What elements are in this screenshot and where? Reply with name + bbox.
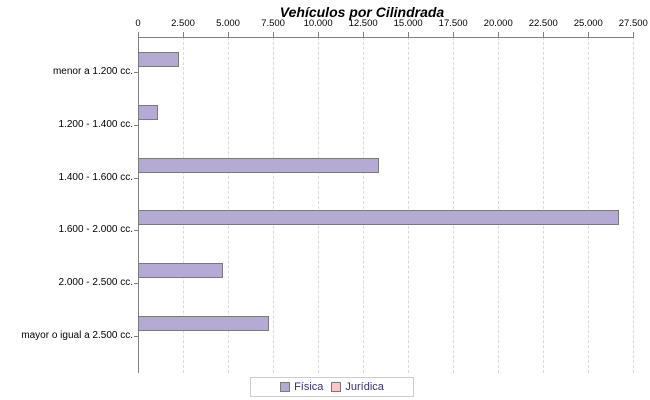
x-tick-label: 10.000 bbox=[303, 18, 333, 29]
gridline bbox=[588, 37, 590, 373]
x-tick-label: 5.000 bbox=[216, 18, 240, 29]
x-tick-label: 2.500 bbox=[171, 18, 195, 29]
x-axis-tick bbox=[543, 32, 545, 37]
bar-fisica-0 bbox=[138, 52, 179, 67]
x-axis-tick bbox=[588, 32, 590, 37]
gridline bbox=[633, 37, 635, 373]
gridline bbox=[183, 37, 185, 373]
x-axis-tick bbox=[408, 32, 410, 37]
category-label: menor a 1.200 cc. bbox=[52, 66, 133, 77]
legend-swatch-fisica bbox=[280, 382, 291, 392]
bar-fisica-5 bbox=[138, 316, 269, 331]
x-tick-label: 0 bbox=[135, 18, 141, 29]
x-tick-label: 20.000 bbox=[483, 18, 513, 29]
x-axis-tick bbox=[273, 32, 275, 37]
bar-fisica-3 bbox=[138, 210, 619, 226]
x-tick-label: 15.000 bbox=[393, 18, 423, 29]
gridline bbox=[543, 37, 545, 373]
x-tick-label: 25.000 bbox=[573, 18, 603, 29]
category-tick bbox=[134, 230, 138, 232]
category-label: mayor o igual a 2.500 cc. bbox=[21, 330, 133, 341]
category-label: 1.400 - 1.600 cc. bbox=[58, 171, 134, 183]
x-axis-tick bbox=[183, 32, 185, 37]
legend-swatch-juridica bbox=[331, 382, 342, 392]
gridline bbox=[408, 37, 410, 373]
bar-fisica-2 bbox=[138, 157, 379, 173]
gridline bbox=[453, 37, 455, 373]
category-label: 1.200 - 1.400 cc. bbox=[58, 118, 134, 130]
gridline bbox=[228, 37, 230, 373]
y-axis-line bbox=[138, 37, 139, 373]
legend-item-juridica: Jurídica bbox=[331, 381, 384, 393]
x-axis-line bbox=[138, 37, 635, 38]
x-tick-label: 17.500 bbox=[438, 18, 468, 29]
gridline bbox=[363, 37, 365, 373]
x-tick-label: 27.500 bbox=[618, 18, 648, 29]
legend-label-fisica: Física bbox=[294, 381, 324, 393]
chart-title: Vehículos por Cilindrada bbox=[279, 4, 445, 20]
legend-item-fisica: Física bbox=[280, 381, 323, 393]
gridline bbox=[498, 37, 500, 373]
bar-fisica-4 bbox=[138, 263, 223, 279]
x-tick-label: 12.500 bbox=[348, 18, 378, 29]
x-axis-tick bbox=[498, 32, 500, 37]
category-label: 1.600 - 2.000 cc. bbox=[58, 224, 134, 236]
bar-fisica-1 bbox=[138, 104, 158, 120]
category-label: 2.000 - 2.500 cc. bbox=[58, 277, 134, 289]
x-axis-tick bbox=[318, 32, 320, 37]
x-axis-tick bbox=[633, 32, 635, 37]
x-axis-tick bbox=[228, 32, 230, 37]
x-tick-label: 7.500 bbox=[261, 18, 285, 29]
gridline bbox=[318, 37, 320, 373]
category-tick bbox=[134, 124, 138, 126]
x-axis-tick bbox=[138, 32, 139, 37]
category-tick bbox=[134, 336, 138, 337]
category-tick bbox=[134, 177, 138, 179]
gridline bbox=[273, 37, 275, 373]
legend-label-juridica: Jurídica bbox=[345, 381, 384, 393]
x-tick-label: 22.500 bbox=[528, 18, 558, 29]
x-axis-tick bbox=[453, 32, 455, 37]
category-tick bbox=[134, 283, 138, 285]
category-tick bbox=[134, 72, 138, 73]
x-axis-tick bbox=[363, 32, 365, 37]
legend: Física Jurídica bbox=[250, 377, 414, 397]
